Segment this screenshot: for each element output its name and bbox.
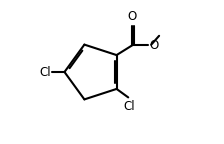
Text: O: O (128, 10, 137, 23)
Text: Cl: Cl (39, 66, 51, 78)
Text: O: O (149, 39, 158, 52)
Text: Cl: Cl (123, 100, 135, 113)
